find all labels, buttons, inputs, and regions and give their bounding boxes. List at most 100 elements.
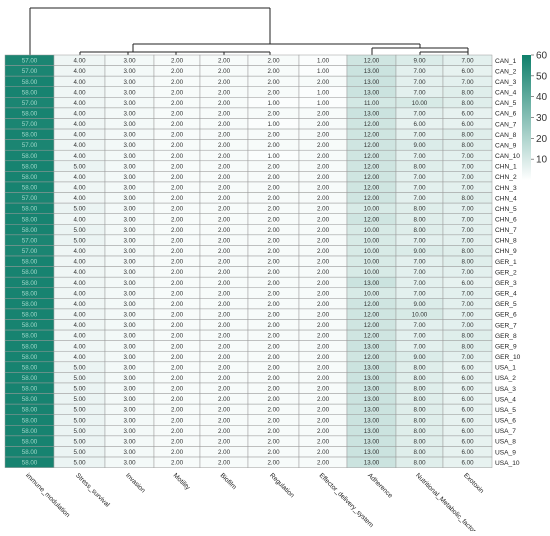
cell-value-label: 2.00 xyxy=(317,237,330,244)
cell-value-label: 2.00 xyxy=(171,364,184,371)
row-label: USA_5 xyxy=(495,407,516,414)
cell-value-label: 58.00 xyxy=(22,333,38,340)
cell-value-label: 8.00 xyxy=(461,100,474,107)
row-label: CAN_3 xyxy=(495,79,517,86)
cell-value-label: 7.00 xyxy=(461,174,474,181)
cell-value-label: 58.00 xyxy=(22,227,38,234)
cell-value-label: 5.00 xyxy=(73,206,86,213)
cell-value-label: 2.00 xyxy=(317,312,330,319)
cell-value-label: 2.00 xyxy=(171,407,184,414)
cell-value-label: 2.00 xyxy=(218,312,231,319)
cell-value-label: 2.00 xyxy=(171,428,184,435)
cell-value-label: 3.00 xyxy=(123,375,136,382)
cell-value-label: 2.00 xyxy=(171,460,184,467)
cell-value-label: 57.00 xyxy=(22,195,38,202)
cell-value-label: 2.00 xyxy=(317,322,330,329)
cell-value-label: 2.00 xyxy=(218,248,231,255)
cell-value-label: 8.00 xyxy=(461,248,474,255)
cell-value-label: 3.00 xyxy=(123,333,136,340)
cell-value-label: 2.00 xyxy=(317,153,330,160)
cell-value-label: 2.00 xyxy=(317,290,330,297)
cell-value-label: 2.00 xyxy=(267,58,280,65)
cell-value-label: 57.00 xyxy=(22,68,38,75)
cell-value-label: 58.00 xyxy=(22,153,38,160)
cell-value-label: 3.00 xyxy=(123,280,136,287)
cell-value-label: 2.00 xyxy=(317,195,330,202)
row-label: USA_2 xyxy=(495,375,516,382)
cell-value-label: 7.00 xyxy=(413,322,426,329)
cell-value-label: 2.00 xyxy=(171,259,184,266)
cell-value-label: 8.00 xyxy=(461,259,474,266)
cell-value-label: 7.00 xyxy=(461,322,474,329)
cell-value-label: 2.00 xyxy=(171,343,184,350)
row-label: CHN_8 xyxy=(495,238,517,245)
cell-value-label: 12.00 xyxy=(364,58,380,65)
cell-value-label: 7.00 xyxy=(413,174,426,181)
cell-value-label: 10.00 xyxy=(364,259,380,266)
cell-value-label: 58.00 xyxy=(22,79,38,86)
cell-value-label: 58.00 xyxy=(22,364,38,371)
cell-value-label: 2.00 xyxy=(317,248,330,255)
cell-value-label: 58.00 xyxy=(22,396,38,403)
cell-value-label: 10.00 xyxy=(364,227,380,234)
cell-value-label: 2.00 xyxy=(171,322,184,329)
cell-value-label: 4.00 xyxy=(73,153,86,160)
column-label: Regulation xyxy=(268,472,295,499)
cell-value-label: 58.00 xyxy=(22,407,38,414)
cell-value-label: 5.00 xyxy=(73,438,86,445)
cell-value-label: 3.00 xyxy=(123,354,136,361)
cell-value-label: 9.00 xyxy=(413,58,426,65)
row-label: CHN_1 xyxy=(495,164,517,171)
cell-value-label: 7.00 xyxy=(461,153,474,160)
cell-value-label: 7.00 xyxy=(413,290,426,297)
cell-value-label: 4.00 xyxy=(73,142,86,149)
cell-value-label: 2.00 xyxy=(218,417,231,424)
cell-value-label: 7.00 xyxy=(461,79,474,86)
cell-value-label: 2.00 xyxy=(218,68,231,75)
cell-value-label: 4.00 xyxy=(73,333,86,340)
cell-value-label: 13.00 xyxy=(364,89,380,96)
cell-value-label: 2.00 xyxy=(218,269,231,276)
cell-value-label: 2.00 xyxy=(171,100,184,107)
cell-value-label: 7.00 xyxy=(461,58,474,65)
heatmap-cell xyxy=(442,456,493,468)
cell-value-label: 2.00 xyxy=(171,174,184,181)
cell-value-label: 3.00 xyxy=(123,343,136,350)
cell-value-label: 3.00 xyxy=(123,227,136,234)
cell-value-label: 58.00 xyxy=(22,449,38,456)
cell-value-label: 8.00 xyxy=(413,386,426,393)
cell-value-label: 6.00 xyxy=(461,417,474,424)
cell-value-label: 6.00 xyxy=(461,364,474,371)
cell-value-label: 8.00 xyxy=(413,206,426,213)
cell-value-label: 6.00 xyxy=(461,460,474,467)
cell-value-label: 4.00 xyxy=(73,185,86,192)
cell-value-label: 2.00 xyxy=(218,185,231,192)
row-label: GER_9 xyxy=(495,343,517,350)
cell-value-label: 2.00 xyxy=(171,216,184,223)
cell-value-label: 9.00 xyxy=(413,248,426,255)
cell-value-label: 4.00 xyxy=(73,312,86,319)
cell-value-label: 2.00 xyxy=(171,354,184,361)
cell-value-label: 3.00 xyxy=(123,248,136,255)
row-label: USA_7 xyxy=(495,428,516,435)
column-dendrogram xyxy=(29,7,469,55)
cell-value-label: 2.00 xyxy=(317,269,330,276)
cell-value-label: 6.00 xyxy=(461,428,474,435)
cell-value-label: 12.00 xyxy=(364,142,380,149)
cell-value-label: 2.00 xyxy=(218,449,231,456)
cell-value-label: 2.00 xyxy=(218,322,231,329)
cell-value-label: 7.00 xyxy=(461,237,474,244)
cell-value-label: 4.00 xyxy=(73,110,86,117)
row-label: CAN_2 xyxy=(495,68,517,75)
cell-value-label: 7.00 xyxy=(461,354,474,361)
cell-value-label: 3.00 xyxy=(123,417,136,424)
cell-value-label: 2.00 xyxy=(317,460,330,467)
cell-value-label: 4.00 xyxy=(73,132,86,139)
cell-value-label: 7.00 xyxy=(413,259,426,266)
cell-value-label: 2.00 xyxy=(317,333,330,340)
cell-value-label: 4.00 xyxy=(73,195,86,202)
cell-value-label: 8.00 xyxy=(461,195,474,202)
cell-value-label: 5.00 xyxy=(73,428,86,435)
cell-value-label: 4.00 xyxy=(73,280,86,287)
cell-value-label: 2.00 xyxy=(317,417,330,424)
